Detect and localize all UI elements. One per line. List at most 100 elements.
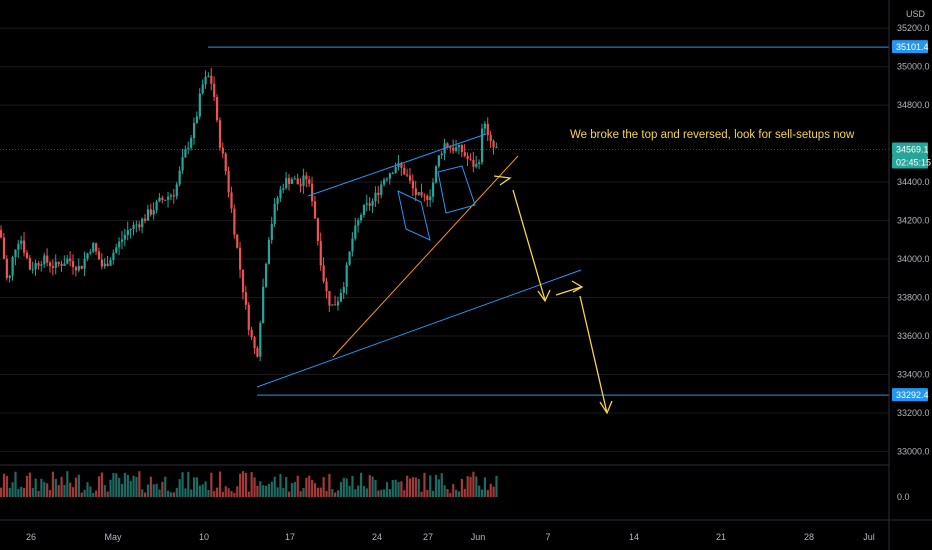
candle-body	[57, 261, 60, 265]
volume-bar	[135, 477, 138, 497]
candle-body	[423, 195, 426, 197]
volume-bar	[429, 475, 432, 497]
candle-body	[23, 240, 26, 253]
candle-body	[270, 223, 273, 240]
volume-bar	[360, 472, 363, 497]
candle-body	[391, 173, 394, 175]
volume-bar	[256, 485, 259, 497]
candle-body	[51, 266, 55, 268]
candle-body	[486, 123, 489, 136]
last-price-tag-text: 34569.1	[896, 145, 929, 155]
volume-bar	[172, 492, 175, 497]
countdown-tag	[892, 155, 928, 169]
volume-bar	[331, 488, 334, 497]
candle-body	[138, 224, 141, 228]
volume-bar	[411, 477, 415, 497]
volume-bar	[164, 476, 167, 497]
volume-bar	[475, 476, 478, 497]
volume-bar	[486, 490, 489, 497]
candle-body	[429, 196, 432, 200]
volume-bar	[414, 477, 417, 497]
volume-bar	[460, 478, 463, 497]
volume-bar	[319, 487, 322, 497]
volume-bar	[354, 489, 357, 497]
volume-bar	[72, 487, 75, 497]
volume-bar	[348, 485, 351, 497]
volume-bar	[446, 489, 449, 497]
volume-bar	[14, 471, 17, 497]
volume-bar	[244, 472, 247, 497]
candle-body	[106, 263, 109, 266]
candle-body	[336, 301, 340, 306]
candle-body	[455, 147, 458, 151]
volume-bar	[293, 482, 296, 497]
price-axis[interactable]: 33000.0 33200.0 33400.0 33600.0 33800.0 34000…	[888, 0, 931, 550]
volume-bar	[432, 490, 435, 497]
candle-body	[293, 178, 296, 180]
volume-bar	[109, 479, 112, 497]
volume-bar	[478, 485, 481, 497]
volume-bar	[60, 476, 63, 497]
candle-body	[420, 192, 423, 196]
volume-bar	[115, 473, 118, 497]
candle-body	[100, 259, 103, 267]
candle-body	[259, 322, 262, 357]
volume-bar	[406, 475, 409, 497]
volume-bar	[69, 482, 72, 497]
candle-body	[43, 255, 46, 265]
volume-bar	[43, 482, 46, 497]
candle-body	[218, 120, 222, 148]
candle-body	[264, 263, 268, 287]
time-tick-label: 14	[629, 532, 639, 542]
volume-bar	[440, 473, 443, 497]
volume-bar	[253, 477, 256, 497]
candle-body	[331, 304, 334, 306]
volume-bar	[434, 475, 438, 497]
price-tick-label: 33600.0	[897, 331, 930, 341]
candle-body	[198, 93, 201, 117]
candle-body	[256, 348, 259, 357]
volume-bar	[483, 477, 487, 497]
price-tick-label: 33200.0	[897, 408, 930, 418]
candle-body	[302, 175, 305, 186]
candle-body	[253, 337, 256, 349]
candle-body	[230, 192, 233, 209]
volume-bar	[2, 473, 6, 497]
time-tick-label: Jul	[863, 532, 875, 542]
volume-bar	[322, 477, 325, 497]
price-tick-label: 34400.0	[897, 177, 930, 187]
candle-body	[187, 147, 190, 150]
trend-line	[332, 155, 519, 358]
countdown-tag-text: 02:45:15	[896, 158, 931, 168]
volume-pane	[0, 471, 498, 497]
volume-bar	[80, 492, 83, 497]
candle-body	[492, 140, 495, 148]
candle-body	[351, 238, 354, 252]
price-tick-label: 33000.0	[897, 446, 930, 456]
volume-bar	[46, 483, 49, 497]
candle-body	[371, 201, 374, 206]
volume-bar	[216, 487, 219, 497]
volume-bar	[126, 474, 129, 497]
volume-bar	[221, 491, 224, 497]
volume-bar	[328, 473, 331, 497]
candle-body	[112, 252, 115, 261]
candle-body	[144, 218, 147, 221]
volume-bar	[210, 472, 213, 497]
volume-bar	[184, 488, 187, 497]
candle-body	[400, 163, 403, 168]
volume-bar	[296, 475, 299, 497]
volume-bar	[103, 485, 106, 497]
candle-body	[77, 265, 80, 271]
price-tick-label: 34200.0	[897, 216, 930, 226]
time-axis[interactable]: 26 May 10 17 24 27 Jun 7 14 21 28 Jul	[0, 519, 932, 542]
candle-body	[339, 292, 343, 302]
volume-bar	[241, 471, 245, 497]
volume-bar	[262, 485, 265, 497]
candle-body	[115, 247, 118, 253]
volume-bar	[74, 477, 78, 497]
volume-bar	[31, 487, 34, 497]
volume-bar	[385, 482, 389, 497]
volume-bar	[181, 472, 184, 497]
